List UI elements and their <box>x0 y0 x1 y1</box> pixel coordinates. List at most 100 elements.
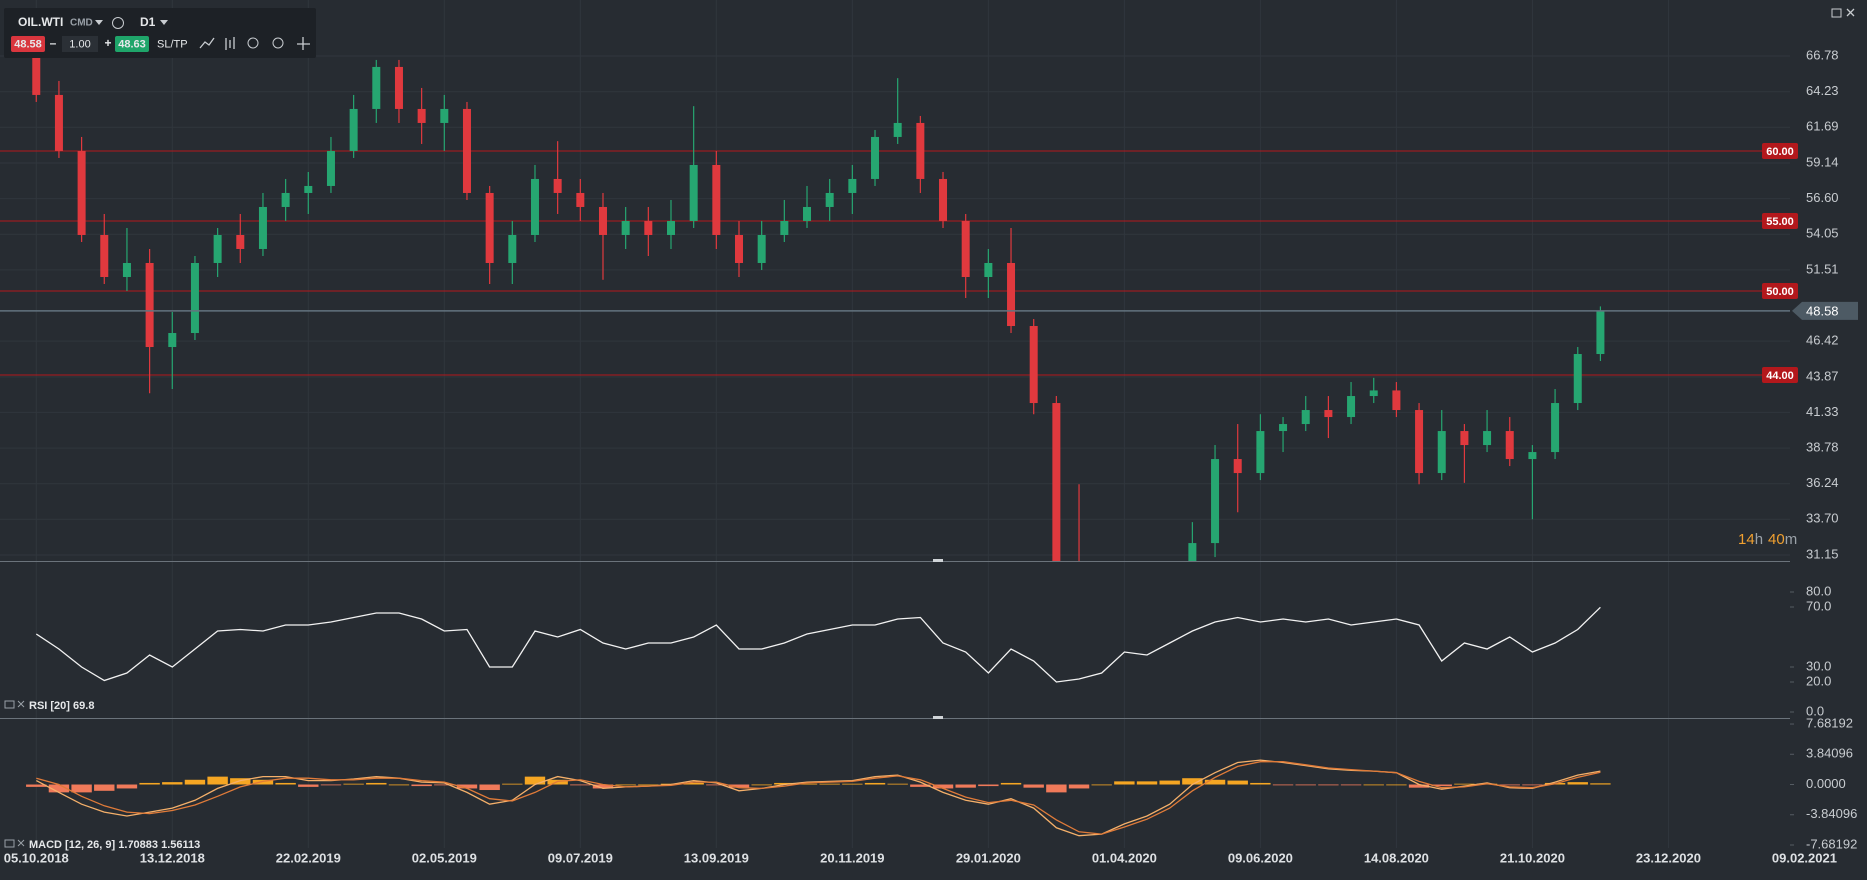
candle-body <box>1573 354 1582 404</box>
indicator-remove[interactable] <box>17 700 25 708</box>
symbol-dropdown[interactable] <box>95 20 103 25</box>
date-label: 29.01.2020 <box>956 850 1021 865</box>
y-tick-label: 59.14 <box>1806 154 1839 169</box>
countdown-hours: 14 <box>1738 531 1755 548</box>
macd-histogram-bar <box>1431 784 1452 787</box>
y-tick-label: 80.0 <box>1806 583 1831 598</box>
y-tick-label: 64.23 <box>1806 83 1839 98</box>
candle-body <box>1347 396 1356 418</box>
resize-handle[interactable] <box>933 559 943 562</box>
macd-histogram-bar <box>116 784 138 789</box>
macd-histogram-bar <box>932 784 954 789</box>
macd-histogram-bar <box>388 784 410 786</box>
buy-button[interactable] <box>115 36 149 52</box>
macd-histogram-bar <box>751 784 772 786</box>
y-tick-label: 61.69 <box>1806 119 1839 134</box>
macd-histogram-bar <box>728 784 750 788</box>
candle-body <box>916 122 925 179</box>
candle-body <box>1596 310 1605 355</box>
candle-body <box>757 234 766 263</box>
macd-histogram-bar <box>1340 784 1362 786</box>
date-label: 01.04.2020 <box>1092 850 1157 865</box>
macd-histogram-bar <box>207 776 228 785</box>
candle-countdown: 14h 40m <box>1738 531 1797 548</box>
increase-volume[interactable]: + <box>104 36 111 50</box>
date-label: 22.02.2019 <box>276 850 341 865</box>
candle-body <box>77 150 86 235</box>
macd-label: MACD [12, 26, 9] 1.70883 1.56113 <box>29 839 200 851</box>
candle-body <box>644 220 653 235</box>
line-tool[interactable] <box>199 37 215 49</box>
macd-histogram-bar <box>1318 784 1339 786</box>
maximize-button[interactable] <box>1831 8 1842 18</box>
countdown-minutes: 40 <box>1768 531 1785 548</box>
volume-box[interactable] <box>62 36 98 52</box>
macd-histogram-bar <box>479 784 500 791</box>
bid-price[interactable]: 48.58 <box>14 38 42 50</box>
candle-body <box>349 108 358 151</box>
sell-button[interactable] <box>11 36 45 52</box>
macd-histogram-bar <box>1499 784 1520 786</box>
macd-histogram-bar <box>434 784 455 786</box>
macd-histogram-bar <box>1068 784 1090 789</box>
macd-histogram-bar <box>320 784 342 786</box>
candle-body <box>939 178 948 221</box>
indicator-settings[interactable] <box>4 700 15 709</box>
volume[interactable]: 1.00 <box>69 38 90 50</box>
y-tick-label: 46.42 <box>1806 333 1839 348</box>
candle-body <box>304 185 313 193</box>
candle-body <box>213 234 222 263</box>
chart-type-tool[interactable] <box>225 37 235 50</box>
symbol[interactable]: OIL.WTI <box>18 15 63 29</box>
macd-histogram-bar <box>1363 784 1384 786</box>
ask-price[interactable]: 48.63 <box>118 38 146 50</box>
macd-histogram-bar <box>71 784 92 793</box>
candle-body <box>1437 431 1446 474</box>
macd-title: MACD [12, 26, 9] <box>29 839 116 851</box>
macd-histogram-bar <box>162 782 183 785</box>
candle-body <box>780 220 789 235</box>
candle-body <box>281 192 290 207</box>
macd-histogram-bar <box>592 784 614 789</box>
date-label: 23.12.2020 <box>1636 850 1701 865</box>
candle-body <box>1483 431 1492 446</box>
y-tick-label: 7.68192 <box>1806 715 1853 730</box>
macd-histogram-bar <box>26 784 47 787</box>
candle-body <box>1460 431 1469 446</box>
y-tick-label: 3.84096 <box>1806 746 1853 761</box>
candle-body <box>1505 431 1514 460</box>
decrease-volume[interactable]: – <box>50 36 57 50</box>
y-tick-label: 41.33 <box>1806 404 1839 419</box>
candle-body <box>417 108 426 123</box>
date-label: 09.02.2021 <box>1772 850 1837 865</box>
macd-histogram-bar <box>275 782 296 785</box>
info-icon[interactable] <box>112 17 124 29</box>
timeframe[interactable]: D1 <box>140 15 156 29</box>
sltp-button[interactable]: SL/TP <box>157 38 188 50</box>
zoom-in[interactable] <box>272 37 284 49</box>
zoom-out[interactable] <box>247 37 259 49</box>
y-tick-label: 70.0 <box>1806 598 1831 613</box>
rsi-label: RSI [20] 69.8 <box>29 700 94 712</box>
indicator-settings[interactable] <box>4 839 15 848</box>
timeframe-dropdown[interactable] <box>160 20 168 25</box>
date-label: 13.09.2019 <box>684 850 749 865</box>
indicator-remove[interactable] <box>17 839 25 847</box>
macd-histogram-bar <box>1295 784 1316 786</box>
crosshair-tool[interactable] <box>297 37 310 50</box>
candle-body <box>326 150 335 186</box>
candle-body <box>54 94 63 151</box>
candle-body <box>1052 403 1061 561</box>
rsi-current: 69.8 <box>73 700 94 712</box>
y-tick-label: 51.51 <box>1806 261 1839 276</box>
candle-body <box>530 178 539 235</box>
resize-handle[interactable] <box>933 716 943 719</box>
price-level-tag <box>1762 283 1798 300</box>
candle-body <box>1188 543 1197 561</box>
macd-histogram-bar <box>570 784 591 786</box>
countdown-hours-unit: h <box>1755 531 1763 548</box>
date-label: 09.06.2020 <box>1228 850 1293 865</box>
close-button[interactable] <box>1846 8 1855 17</box>
candle-body <box>1324 410 1333 418</box>
